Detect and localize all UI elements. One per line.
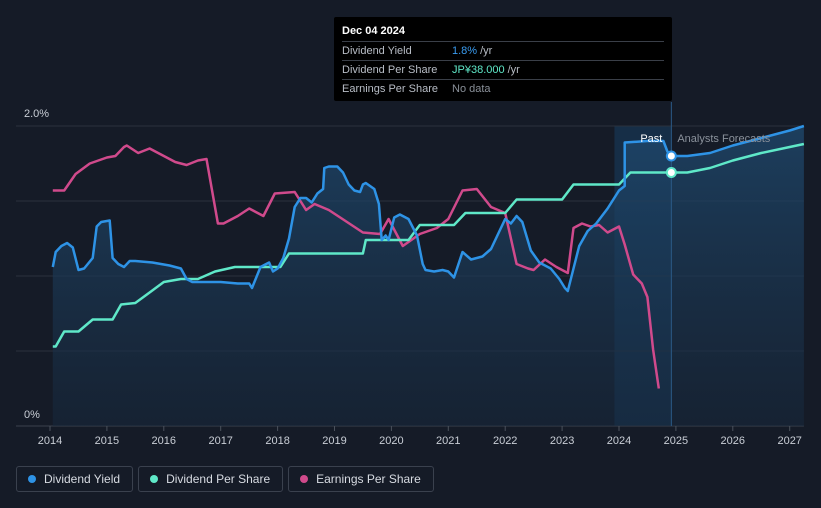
tooltip-row-dividend-per-share: Dividend Per Share JP¥38.000 /yr bbox=[342, 61, 664, 80]
x-tick-label: 2023 bbox=[550, 435, 574, 447]
x-tick-label: 2025 bbox=[664, 435, 688, 447]
x-tick-label: 2026 bbox=[721, 435, 745, 447]
x-tick-label: 2015 bbox=[95, 435, 119, 447]
legend-item-dividend-yield[interactable]: Dividend Yield bbox=[16, 466, 134, 492]
x-axis: 2014 2015 2016 2017 2018 2019 2020 2021 2022 2023… bbox=[38, 426, 802, 447]
dividend-yield-marker[interactable] bbox=[665, 150, 677, 162]
x-tick-label: 2022 bbox=[493, 435, 517, 447]
legend: Dividend Yield Dividend Per Share Earnin… bbox=[16, 466, 434, 492]
past-label: Past bbox=[640, 133, 662, 145]
legend-dot-icon bbox=[300, 475, 309, 483]
x-tick-label: 2021 bbox=[436, 435, 460, 447]
x-tick-label: 2024 bbox=[607, 435, 631, 447]
legend-item-earnings-per-share[interactable]: Earnings Per Share bbox=[288, 466, 434, 492]
tooltip-value: JP¥38.000 bbox=[452, 64, 505, 76]
legend-item-dividend-per-share[interactable]: Dividend Per Share bbox=[138, 466, 284, 492]
x-tick-label: 2027 bbox=[777, 435, 801, 447]
x-tick-label: 2019 bbox=[322, 435, 346, 447]
tooltip: Dec 04 2024 Dividend Yield 1.8% /yr Divi… bbox=[334, 17, 672, 101]
x-tick-label: 2018 bbox=[265, 435, 289, 447]
tooltip-value: No data bbox=[452, 83, 491, 95]
tooltip-row-earnings-per-share: Earnings Per Share No data bbox=[342, 80, 664, 98]
tooltip-label: Dividend Yield bbox=[342, 45, 412, 57]
tooltip-value: 1.8% bbox=[452, 45, 478, 57]
tooltip-label: Dividend Per Share bbox=[342, 64, 438, 76]
dividend-yield-area bbox=[52, 126, 804, 426]
tooltip-row-dividend-yield: Dividend Yield 1.8% /yr bbox=[342, 42, 664, 61]
y-tick-label-bottom: 0% bbox=[24, 409, 40, 421]
x-tick-label: 2017 bbox=[208, 435, 232, 447]
x-tick-label: 2014 bbox=[38, 435, 62, 447]
x-tick-label: 2020 bbox=[379, 435, 403, 447]
legend-label: Dividend Per Share bbox=[166, 472, 271, 486]
tooltip-date: Dec 04 2024 bbox=[342, 23, 664, 42]
dividend-per-share-marker[interactable] bbox=[665, 167, 677, 178]
tooltip-unit: /yr bbox=[507, 64, 520, 76]
y-tick-label-top: 2.0% bbox=[24, 108, 49, 120]
tooltip-label: Earnings Per Share bbox=[342, 83, 438, 95]
legend-dot-icon bbox=[28, 475, 36, 483]
dividend-yield-line bbox=[51, 124, 805, 293]
legend-label: Earnings Per Share bbox=[316, 472, 421, 486]
legend-dot-icon bbox=[150, 475, 159, 483]
analysts-forecasts-label: Analysts Forecasts bbox=[677, 133, 770, 145]
tooltip-unit: /yr bbox=[480, 45, 493, 57]
legend-label: Dividend Yield bbox=[44, 472, 121, 486]
x-tick-label: 2016 bbox=[152, 435, 176, 447]
